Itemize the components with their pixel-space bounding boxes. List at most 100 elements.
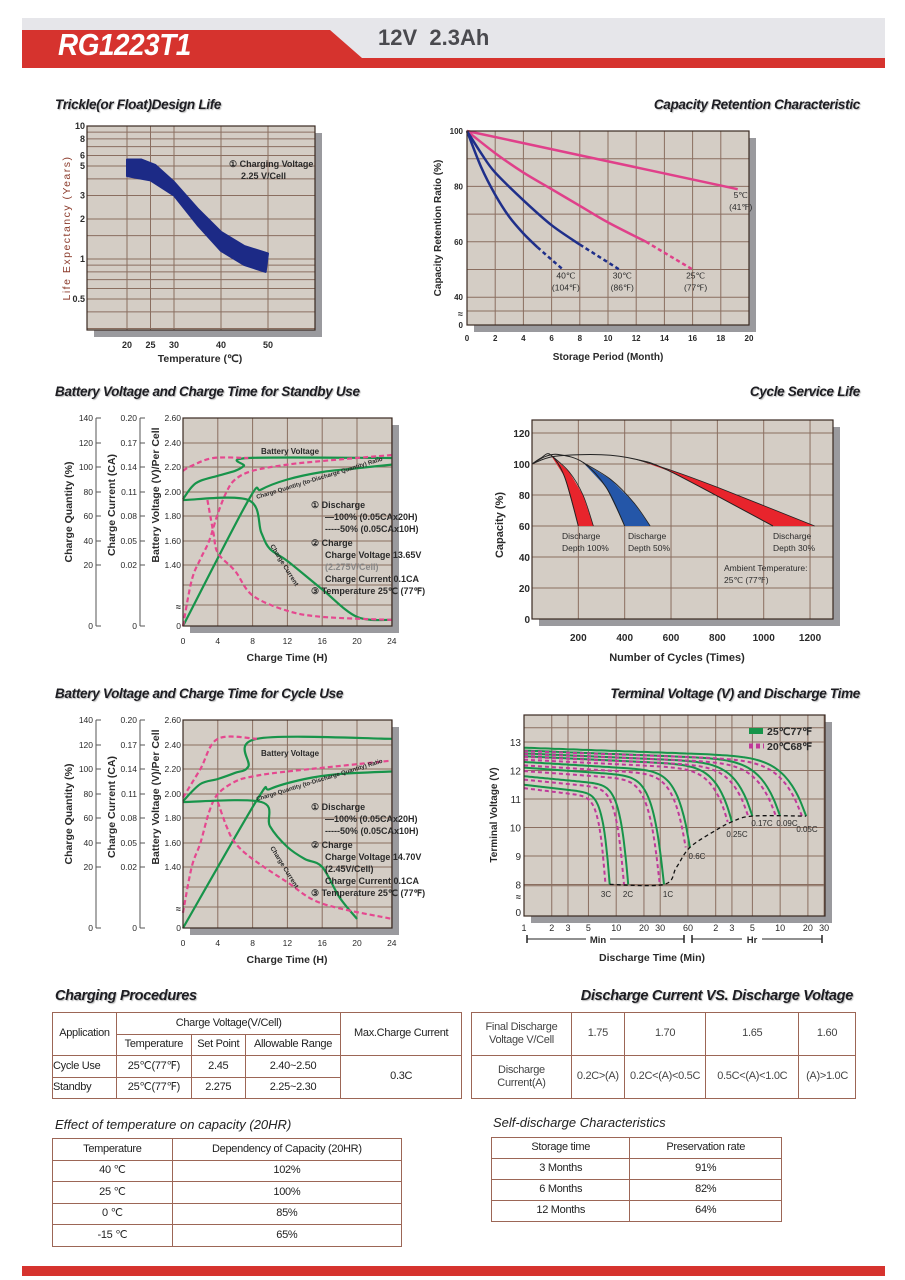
cell: 2.275: [190, 1077, 246, 1099]
series-label: Discharge: [773, 531, 812, 541]
x-tick-label: 24: [387, 636, 397, 646]
note-line: —100% (0.05CAx20H): [325, 512, 418, 522]
series-label: (41℉): [729, 202, 752, 212]
cell: Final Discharge Voltage V/Cell: [471, 1012, 572, 1056]
x-tick-label: 12: [632, 334, 641, 343]
retention-curve-extrapolated: [579, 243, 620, 271]
x-tick-label: 20: [745, 334, 754, 343]
x-axis-title: Storage Period (Month): [553, 352, 664, 363]
x-tick-label: 20: [352, 636, 362, 646]
design-life-title: Trickle(or Float)Design Life: [55, 97, 222, 112]
y-tick-label: 0.14: [120, 764, 137, 774]
note-line: —100% (0.05CAx20H): [325, 814, 418, 824]
x-tick-label: 0: [181, 636, 186, 646]
current-curve-dashed: [216, 801, 393, 920]
y-tick-label: 0.11: [121, 789, 137, 799]
x-tick-label: 8: [578, 334, 583, 343]
y-axis-title: Charge Current (CA): [106, 454, 118, 556]
y-tick-label: 1.40: [164, 862, 181, 872]
y-tick-label: 0.17: [120, 438, 137, 448]
discharge-curve-20c: [523, 770, 661, 885]
y-tick-label: 120: [513, 429, 530, 440]
legend-swatch-solid: [749, 728, 763, 734]
label-bg: [586, 933, 610, 944]
retention-curve: [465, 130, 539, 249]
rate-label: 0.05C: [796, 825, 818, 834]
note-line: ② Charge: [311, 840, 353, 850]
y-tick-label: 80: [519, 491, 531, 502]
retention-curve-extrapolated: [536, 246, 564, 271]
band-edge: [582, 462, 651, 527]
y-tick-label: 40: [84, 838, 94, 848]
x-tick-label: 16: [317, 636, 327, 646]
header-set-point: Set Point: [190, 1034, 246, 1056]
x-tick-label: 30: [169, 340, 179, 350]
discharge-curve-20c: [523, 787, 607, 885]
series-label: Depth 100%: [562, 543, 609, 553]
series-label: 30℃: [613, 271, 632, 281]
discharge-depth-band: [636, 459, 815, 526]
x-tick-label: 8: [250, 636, 255, 646]
table-row: 40 ℃ 102%: [52, 1159, 403, 1183]
y-axis-title: Terminal Voltage (V): [489, 767, 500, 862]
x-tick-label: 10: [775, 923, 785, 933]
cell: 85%: [171, 1202, 403, 1226]
x-tick-label: 800: [709, 633, 726, 644]
x-tick-label: 1000: [753, 633, 776, 644]
annotation: 25℃ (77℉): [724, 575, 769, 585]
header-temperature: Temperature: [52, 1138, 173, 1161]
rate-label: 0.17C: [751, 819, 773, 828]
y-tick-label: 0.02: [120, 560, 137, 570]
y-tick-label: 11: [511, 795, 522, 806]
y-tick-label: 1: [80, 254, 85, 264]
cell: 2.45: [190, 1055, 246, 1078]
cutoff-voltage-line: [609, 815, 807, 887]
cell: Cycle Use: [52, 1055, 117, 1078]
y-tick-label: 13: [510, 738, 522, 749]
y-tick-label: 3: [80, 191, 85, 201]
series-label: (104℉): [552, 283, 580, 293]
y-tick-label: 9: [515, 852, 521, 863]
discharge-depth-band: [550, 454, 594, 526]
discharge-curve-25c: [523, 766, 665, 885]
band-edge: [550, 454, 594, 527]
terminal-plot-frame: [523, 714, 826, 917]
y-tick-label: 140: [79, 413, 93, 423]
unit-label-min: Min: [590, 935, 607, 946]
y-tick-label: 0.14: [120, 462, 137, 472]
y-tick-label: 120: [79, 740, 93, 750]
battery-voltage-label: Battery Voltage: [261, 749, 320, 758]
rate-label: 0.6C: [689, 852, 706, 861]
x-axis-title: Discharge Time (Min): [599, 952, 705, 964]
y-tick-label: 0: [176, 923, 181, 933]
cycle-life-title: Cycle Service Life: [749, 384, 860, 399]
note-line: (2.45V/Cell): [325, 864, 374, 874]
y-axis-title: Battery Voltage (V)/Per Cell: [150, 427, 162, 562]
note-line: (2.275V/Cell): [325, 562, 379, 572]
x-tick-label: 1: [521, 923, 526, 933]
x-axis-title: Number of Cycles (Times): [609, 652, 745, 664]
y-tick-label: 6: [80, 151, 85, 161]
y-tick-label: 8: [80, 134, 85, 144]
cell: 0.5C<(A)<1.0C: [705, 1055, 800, 1099]
charging-table: Application Charge Voltage(V/Cell) Max.C…: [52, 1012, 462, 1099]
note-line: Charge Voltage 13.65V: [325, 550, 421, 560]
cell: 25℃(77℉): [115, 1055, 192, 1078]
y-axis-title: Battery Voltage (V)/Per Cell: [150, 729, 162, 864]
x-axis-title: Charge Time (H): [247, 652, 328, 664]
x-tick-label: 400: [616, 633, 633, 644]
rate-label: 2C: [623, 890, 633, 899]
retention-curve: [466, 129, 738, 191]
cell: 1.70: [623, 1012, 707, 1056]
temperature-title: Effect of temperature on capacity (20HR): [55, 1117, 292, 1132]
y-tick-label: 1.60: [164, 838, 181, 848]
header-dependency: Dependency of Capacity (20HR): [171, 1138, 403, 1161]
cell: 1.75: [570, 1012, 625, 1056]
discharge-curve-20c: [523, 753, 777, 817]
x-tick-label: 4: [215, 636, 220, 646]
voltage-curve-solid: [182, 456, 392, 500]
self-discharge-title: Self-discharge Characteristics: [493, 1115, 666, 1130]
y-tick-label: 80: [454, 182, 463, 191]
x-tick-label: 12: [283, 938, 293, 948]
